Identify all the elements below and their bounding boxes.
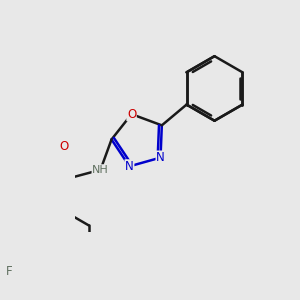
- Text: O: O: [59, 140, 68, 153]
- Text: N: N: [125, 160, 134, 173]
- Text: F: F: [6, 265, 13, 278]
- Text: O: O: [127, 108, 136, 121]
- Text: N: N: [156, 151, 165, 164]
- Text: NH: NH: [92, 165, 109, 175]
